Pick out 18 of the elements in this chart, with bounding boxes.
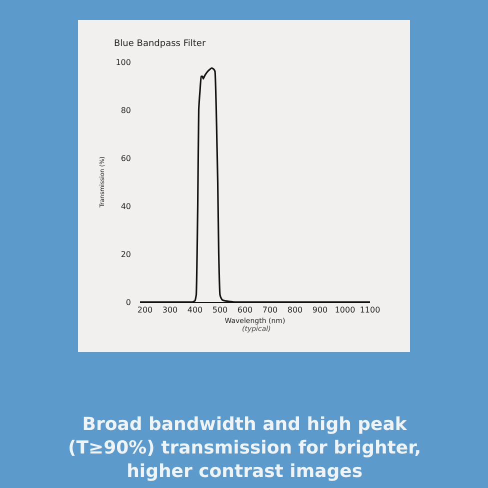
y-tick-label: 20 bbox=[120, 250, 131, 259]
x-tick-label: 600 bbox=[237, 306, 253, 315]
x-tick-label: 900 bbox=[312, 306, 328, 315]
chart-title: Blue Bandpass Filter bbox=[114, 39, 206, 49]
x-tick-label: 800 bbox=[287, 306, 303, 315]
y-tick-label: 0 bbox=[126, 298, 131, 307]
x-tick-label: 1100 bbox=[360, 306, 380, 315]
x-tick-label: 400 bbox=[187, 306, 203, 315]
x-tick-label: 700 bbox=[262, 306, 278, 315]
y-tick-label: 100 bbox=[116, 58, 131, 67]
x-tick-label: 1000 bbox=[334, 306, 356, 315]
y-tick-label: 80 bbox=[120, 106, 131, 115]
x-tick-label: 500 bbox=[212, 306, 228, 315]
y-tick-label: 60 bbox=[120, 154, 131, 163]
x-tick-label: 200 bbox=[137, 306, 153, 315]
x-tick-label: 300 bbox=[162, 306, 178, 315]
text: Broad bandwidth and high peak (T≥90%) transmission for brighter, higher contrast images bbox=[68, 414, 422, 482]
y-tick-label: 40 bbox=[120, 202, 131, 211]
